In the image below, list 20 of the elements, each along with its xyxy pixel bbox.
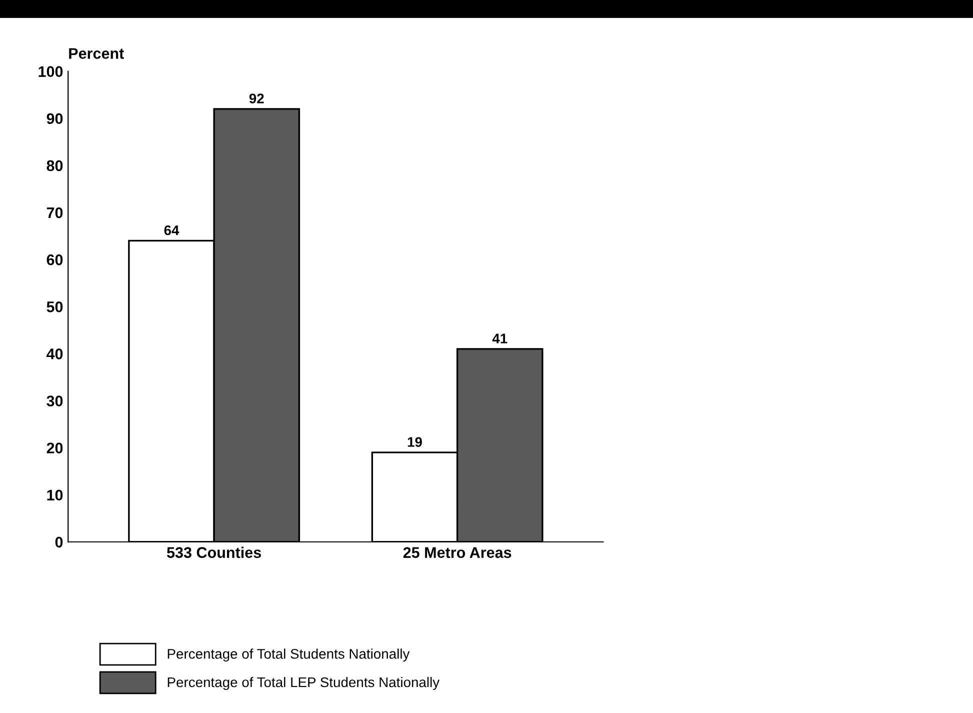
y-tick-label: 50 [46,301,63,312]
y-axis-title: Percent [69,48,124,59]
y-tick-label: 40 [46,348,63,360]
legend-label: Percentage of Total Students Nationally [168,648,410,662]
data-label: 41 [492,334,508,344]
legend-label: Percentage of Total LEP Students Nationally [168,676,440,690]
data-label: 19 [408,437,422,447]
y-tick-label: 70 [46,207,63,218]
y-tick-label: 60 [46,254,63,266]
y-tick-label: 100 [38,66,63,77]
y-tick-label: 0 [55,536,63,548]
data-label: 92 [249,94,264,104]
y-tick-label: 10 [47,490,63,501]
y-tick-label: 30 [46,396,63,406]
data-label: 64 [164,225,180,236]
x-tick-label: 533 Counties [166,546,261,558]
x-tick-label: 25 Metro Areas [403,547,512,558]
y-tick-label: 20 [46,442,63,454]
y-tick-label: 80 [46,160,63,172]
y-tick-label: 90 [46,113,63,124]
